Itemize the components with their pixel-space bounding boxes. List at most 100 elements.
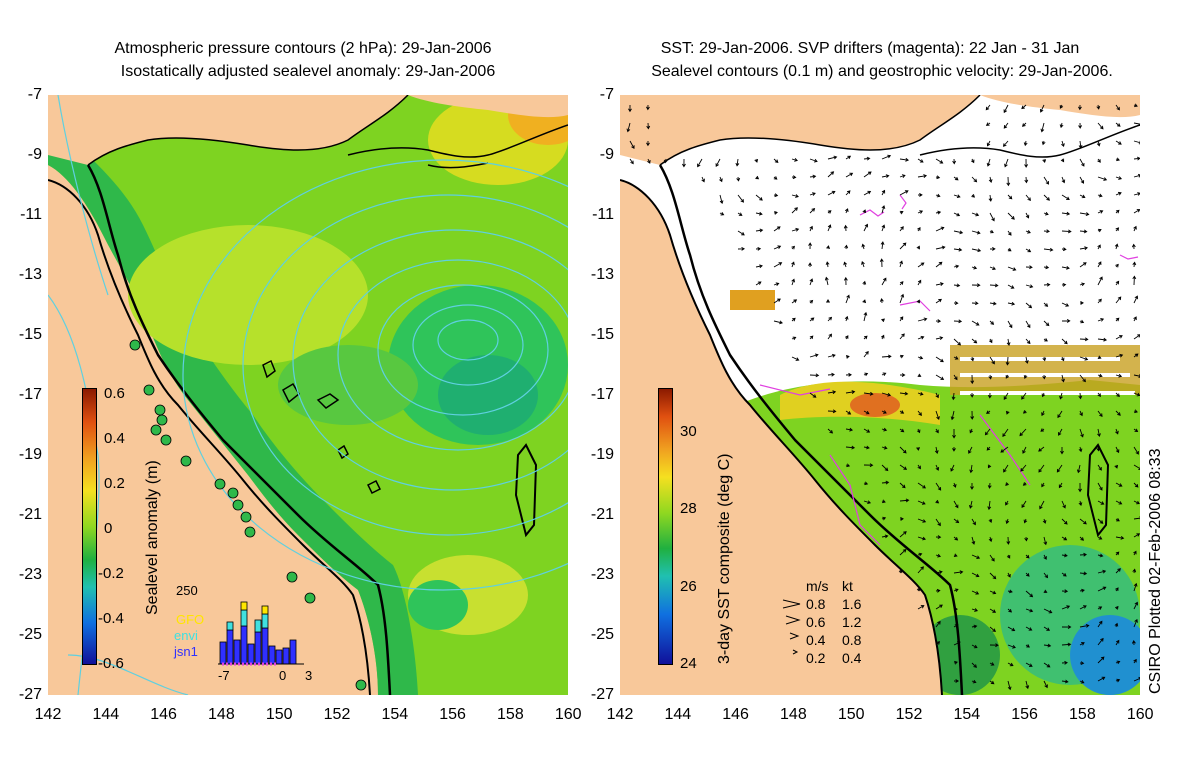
velocity-arrow <box>791 261 795 268</box>
velocity-arrow <box>773 262 783 268</box>
velocity-arrow <box>1133 209 1140 214</box>
velocity-arrow <box>953 536 959 541</box>
velocity-arrow <box>881 392 892 397</box>
velocity-arrow <box>1133 464 1140 470</box>
velocity-arrow <box>881 372 887 376</box>
velocity-arrow <box>935 298 942 304</box>
velocity-arrow <box>879 298 884 304</box>
velocity-arrow <box>899 281 904 286</box>
velocity-arrow <box>935 226 945 232</box>
velocity-arrow <box>1042 158 1047 163</box>
velocity-arrow <box>1079 518 1087 525</box>
velocity-arrow <box>971 301 979 306</box>
velocity-arrow <box>1079 661 1085 666</box>
velocity-arrow <box>1061 265 1070 270</box>
velocity-arrow <box>1115 140 1122 145</box>
velocity-arrow <box>1061 536 1068 541</box>
velocity-arrow <box>1097 244 1101 250</box>
velocity-arrow <box>971 679 977 684</box>
velocity-arrow <box>1133 192 1140 196</box>
velocity-arrow <box>899 548 907 556</box>
velocity-arrow <box>827 409 837 414</box>
velocity-arrow <box>899 260 903 268</box>
velocity-arrow <box>917 174 928 178</box>
velocity-arrow <box>755 228 764 233</box>
histogram <box>218 601 304 666</box>
x-axis-tick: 150 <box>265 706 293 723</box>
y-axis-tick: -9 <box>27 146 42 163</box>
velocity-arrow <box>791 317 796 322</box>
left-title-line2: Isostatically adjusted sealevel anomaly:… <box>120 63 496 80</box>
velocity-arrow <box>1005 410 1010 415</box>
velocity-arrow <box>916 428 921 434</box>
velocity-arrow <box>1133 409 1138 414</box>
velocity-arrow <box>881 205 886 214</box>
velocity-arrow <box>1133 533 1140 538</box>
velocity-arrow <box>773 210 778 215</box>
x-axis-tick: 154 <box>953 706 981 723</box>
x-axis-tick: 142 <box>34 706 62 723</box>
velocity-arrow <box>1133 582 1138 592</box>
velocity-arrow <box>881 277 887 286</box>
left-title-line1: Atmospheric pressure contours (2 hPa): 2… <box>114 40 492 57</box>
velocity-arrow <box>1115 263 1119 268</box>
velocity-arrow <box>809 225 813 232</box>
velocity-arrow <box>827 190 836 196</box>
velocity-arrow <box>773 158 779 164</box>
velocity-arrow <box>935 535 942 540</box>
velocity-arrow <box>953 319 963 324</box>
velocity-arrow <box>1025 608 1034 613</box>
velocity-arrow <box>863 391 874 396</box>
velocity-arrow <box>809 299 814 304</box>
velocity-arrow <box>988 374 993 380</box>
y-axis-tick: -15 <box>18 326 42 343</box>
velocity-arrow <box>1043 247 1054 252</box>
velocity-arrow <box>935 553 942 558</box>
velocity-arrow <box>1000 446 1009 453</box>
y-axis-tick: -13 <box>18 266 42 283</box>
velocity-arrow <box>989 643 999 648</box>
velocity-arrow <box>791 194 799 198</box>
velocity-arrow <box>843 224 848 232</box>
velocity-arrow <box>971 338 978 344</box>
x-axis-tick: 156 <box>439 706 466 723</box>
velocity-arrow <box>953 588 959 593</box>
velocity-arrow <box>971 608 979 612</box>
velocity-arrow <box>935 245 946 250</box>
right-colorbar <box>658 388 673 665</box>
velocity-arrow <box>1061 247 1067 252</box>
velocity-arrow <box>1021 392 1027 400</box>
velocity-arrow <box>629 140 635 150</box>
left-cb-tick: 0 <box>104 520 113 537</box>
velocity-arrow <box>1115 122 1121 127</box>
velocity-arrow <box>1003 104 1009 114</box>
velocity-arrow <box>1133 392 1140 397</box>
velocity-arrow <box>1114 243 1119 250</box>
velocity-arrow <box>791 245 795 250</box>
velocity-arrow <box>881 154 892 160</box>
velocity-arrow <box>845 354 850 359</box>
velocity-arrow <box>986 446 991 451</box>
velocity-arrow <box>1133 482 1139 488</box>
velocity-arrow <box>1115 410 1121 416</box>
velocity-arrow <box>1097 298 1102 304</box>
velocity-arrow <box>645 104 650 111</box>
velocity-arrow <box>917 335 925 340</box>
velocity-arrow <box>935 410 940 421</box>
velocity-arrow <box>1115 373 1123 378</box>
velocity-arrow <box>1043 229 1050 234</box>
velocity-arrow <box>1133 295 1139 304</box>
velocity-arrow <box>1115 157 1120 162</box>
velocity-arrow <box>881 427 888 432</box>
x-axis-tick: 150 <box>837 706 865 723</box>
velocity-arrow <box>845 294 850 304</box>
velocity-arrow <box>646 122 651 130</box>
vel-legend-arrows <box>782 599 801 655</box>
velocity-arrow <box>989 572 997 580</box>
velocity-arrow <box>1060 356 1065 362</box>
velocity-arrow <box>917 464 921 470</box>
velocity-arrow <box>1133 122 1140 127</box>
velocity-arrow <box>863 223 869 232</box>
velocity-arrow <box>899 174 906 178</box>
velocity-arrow <box>899 354 904 359</box>
